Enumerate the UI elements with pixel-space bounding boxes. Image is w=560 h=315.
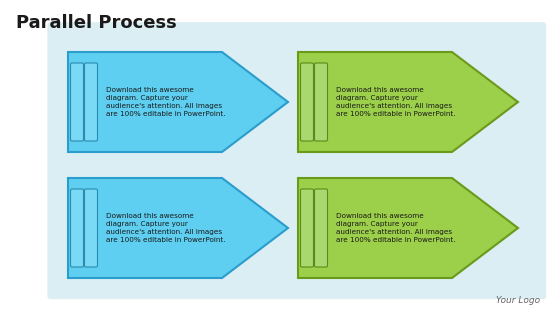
Text: Your Logo: Your Logo (496, 296, 540, 305)
FancyBboxPatch shape (85, 189, 97, 267)
FancyBboxPatch shape (71, 189, 83, 267)
Polygon shape (298, 178, 518, 278)
FancyBboxPatch shape (315, 189, 328, 267)
FancyBboxPatch shape (85, 63, 97, 141)
Text: Parallel Process: Parallel Process (16, 14, 177, 32)
Polygon shape (298, 52, 518, 152)
FancyBboxPatch shape (315, 63, 328, 141)
FancyBboxPatch shape (71, 63, 83, 141)
Text: Download this awesome
diagram. Capture your
audience's attention. All images
are: Download this awesome diagram. Capture y… (106, 213, 226, 243)
FancyBboxPatch shape (301, 189, 314, 267)
Polygon shape (68, 52, 288, 152)
Text: Download this awesome
diagram. Capture your
audience's attention. All images
are: Download this awesome diagram. Capture y… (106, 87, 226, 117)
FancyBboxPatch shape (48, 22, 546, 299)
Text: Download this awesome
diagram. Capture your
audience's attention. All images
are: Download this awesome diagram. Capture y… (336, 213, 455, 243)
Text: Download this awesome
diagram. Capture your
audience's attention. All images
are: Download this awesome diagram. Capture y… (336, 87, 455, 117)
Polygon shape (68, 178, 288, 278)
FancyBboxPatch shape (301, 63, 314, 141)
